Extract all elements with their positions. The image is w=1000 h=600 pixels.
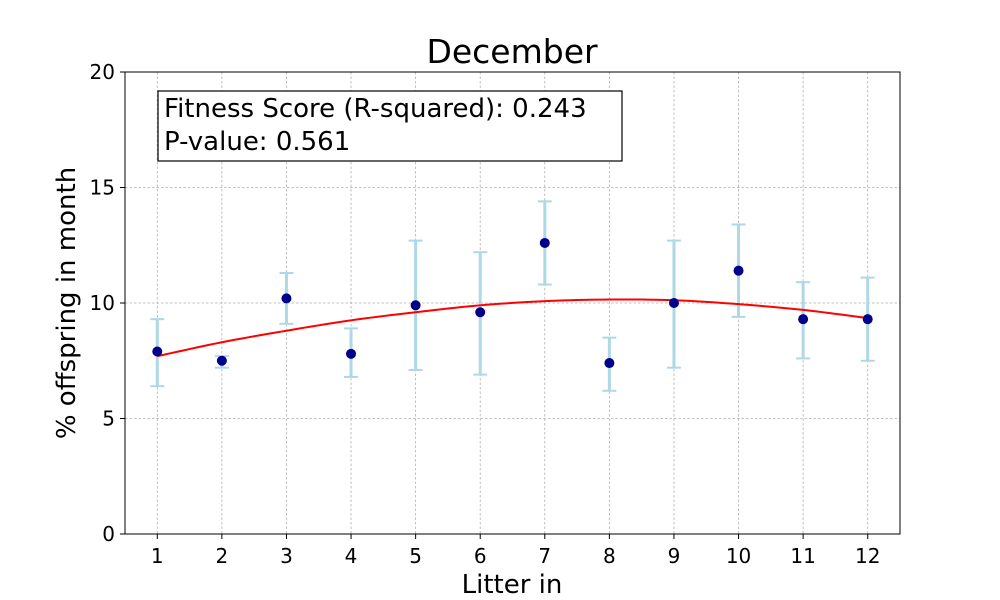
x-tick-label: 9 [668, 544, 681, 568]
x-tick-label: 11 [790, 544, 815, 568]
x-tick-label: 5 [409, 544, 422, 568]
data-point [539, 237, 550, 248]
data-point [281, 293, 292, 304]
data-point [733, 265, 744, 276]
x-tick-label: 4 [345, 544, 358, 568]
x-tick-label: 10 [726, 544, 751, 568]
x-axis-label: Litter in [462, 570, 563, 600]
error-bars [150, 200, 875, 392]
data-point [798, 314, 809, 325]
y-tick-label: 15 [90, 176, 115, 200]
y-tick-label: 5 [102, 407, 115, 431]
stats-box [157, 90, 623, 162]
data-point [152, 346, 163, 357]
data-point [475, 307, 486, 318]
fit-curve [157, 298, 868, 358]
x-tick-label: 3 [280, 544, 293, 568]
stats-annotation: Fitness Score (R-squared): 0.243 P-value… [157, 90, 623, 162]
x-tick-label: 8 [603, 544, 616, 568]
x-tick-label: 6 [474, 544, 487, 568]
data-point [604, 358, 615, 369]
stats-r-squared: Fitness Score (R-squared): 0.243 [164, 94, 587, 124]
x-tick-label: 2 [216, 544, 229, 568]
x-tick-label: 12 [855, 544, 880, 568]
y-tick-label: 0 [102, 522, 115, 546]
data-points [152, 237, 873, 369]
x-tick-label: 7 [538, 544, 551, 568]
data-point [216, 355, 227, 366]
y-tick-label: 20 [90, 60, 115, 84]
data-point [410, 300, 421, 311]
chart-title: December [426, 32, 598, 71]
y-tick-label: 10 [90, 291, 115, 315]
data-point [862, 314, 873, 325]
stats-p-value: P-value: 0.561 [164, 127, 350, 157]
data-point [668, 298, 679, 308]
y-ticks: 0 5 10 15 20 [90, 60, 125, 546]
x-ticks: 1 2 3 4 5 6 7 8 9 10 11 12 [151, 534, 880, 568]
y-axis-label: % offspring in month [52, 167, 82, 439]
x-tick-label: 1 [151, 544, 164, 568]
data-point [346, 348, 357, 359]
